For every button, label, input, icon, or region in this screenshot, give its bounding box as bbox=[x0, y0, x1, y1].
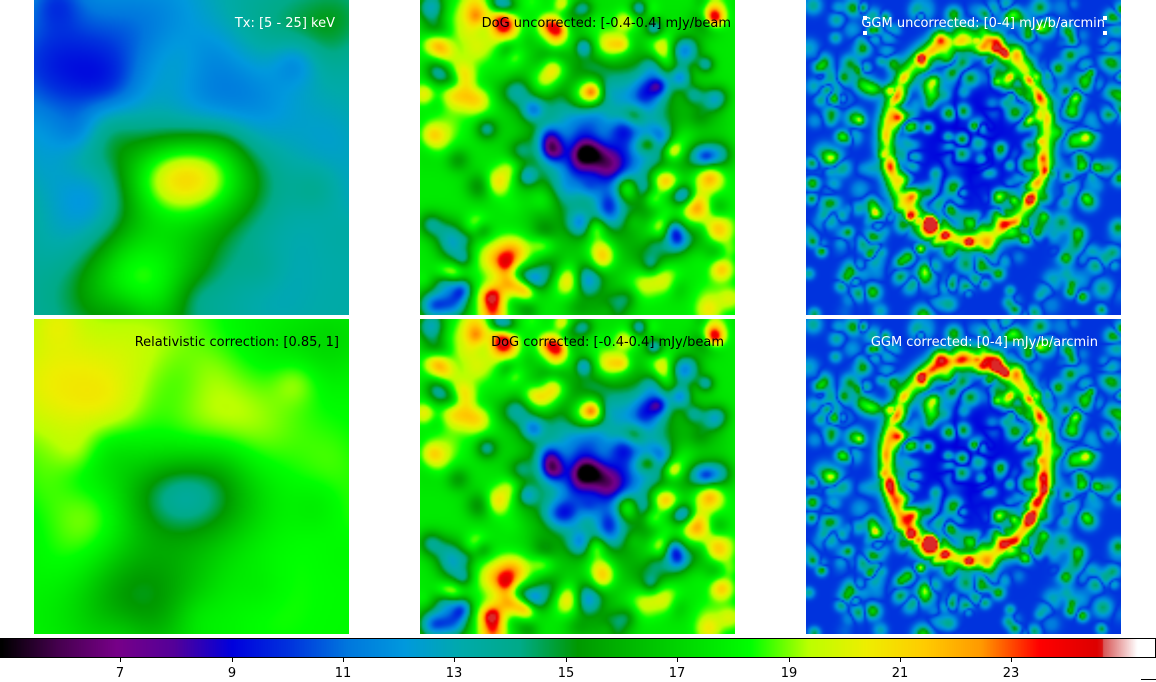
ggm-uncorrected-image bbox=[806, 0, 1121, 315]
colorbar bbox=[0, 638, 1156, 658]
dog-uncorrected-image bbox=[420, 0, 735, 315]
panel-relativistic-correction: Relativistic correction: [0.85, 1] bbox=[34, 319, 349, 634]
corner-dash bbox=[1141, 679, 1156, 680]
colorbar-tick-mark bbox=[1011, 658, 1012, 662]
tx-map-label: Tx: [5 - 25] keV bbox=[234, 16, 335, 31]
ggm-marker-bottom-right bbox=[1103, 31, 1107, 35]
ggm-marker-top-right bbox=[1103, 16, 1107, 20]
colorbar-tick-mark bbox=[789, 658, 790, 662]
colorbar-tick-label: 7 bbox=[115, 666, 125, 681]
tx-map-image bbox=[34, 0, 349, 315]
ggm-marker-bottom-left bbox=[863, 31, 867, 35]
colorbar-gradient bbox=[1, 639, 1155, 657]
colorbar-tick-mark bbox=[677, 658, 678, 662]
colorbar-tick-label: 13 bbox=[445, 666, 463, 681]
colorbar-tick-mark bbox=[120, 658, 121, 662]
ggm-uncorrected-label: GGM uncorrected: [0-4] mJy/b/arcmin bbox=[861, 16, 1105, 31]
ggm-corrected-image bbox=[806, 319, 1121, 634]
colorbar-tick-label: 23 bbox=[1002, 666, 1020, 681]
relativistic-correction-label: Relativistic correction: [0.85, 1] bbox=[134, 335, 339, 350]
panel-tx-map: Tx: [5 - 25] keV bbox=[34, 0, 349, 315]
colorbar-tick-mark bbox=[343, 658, 344, 662]
panel-ggm-corrected: GGM corrected: [0-4] mJy/b/arcmin bbox=[806, 319, 1121, 634]
ggm-marker-top-left bbox=[863, 16, 867, 20]
panel-ggm-uncorrected: GGM uncorrected: [0-4] mJy/b/arcmin bbox=[806, 0, 1121, 315]
colorbar-tick-label: 17 bbox=[668, 666, 686, 681]
colorbar-tick-label: 21 bbox=[891, 666, 909, 681]
colorbar-tick-label: 15 bbox=[557, 666, 575, 681]
panel-dog-uncorrected: DoG uncorrected: [-0.4-0.4] mJy/beam bbox=[420, 0, 735, 315]
colorbar-tick-label: 9 bbox=[227, 666, 237, 681]
ggm-corrected-label: GGM corrected: [0-4] mJy/b/arcmin bbox=[870, 335, 1098, 350]
panel-dog-corrected: DoG corrected: [-0.4-0.4] mJy/beam bbox=[420, 319, 735, 634]
colorbar-tick-mark bbox=[900, 658, 901, 662]
dog-uncorrected-label: DoG uncorrected: [-0.4-0.4] mJy/beam bbox=[481, 16, 731, 31]
colorbar-tick-mark bbox=[566, 658, 567, 662]
dog-corrected-image bbox=[420, 319, 735, 634]
colorbar-tick-mark bbox=[232, 658, 233, 662]
colorbar-tick-mark bbox=[454, 658, 455, 662]
colorbar-tick-label: 11 bbox=[334, 666, 352, 681]
dog-corrected-label: DoG corrected: [-0.4-0.4] mJy/beam bbox=[491, 335, 724, 350]
relativistic-correction-image bbox=[34, 319, 349, 634]
colorbar-tick-label: 19 bbox=[780, 666, 798, 681]
